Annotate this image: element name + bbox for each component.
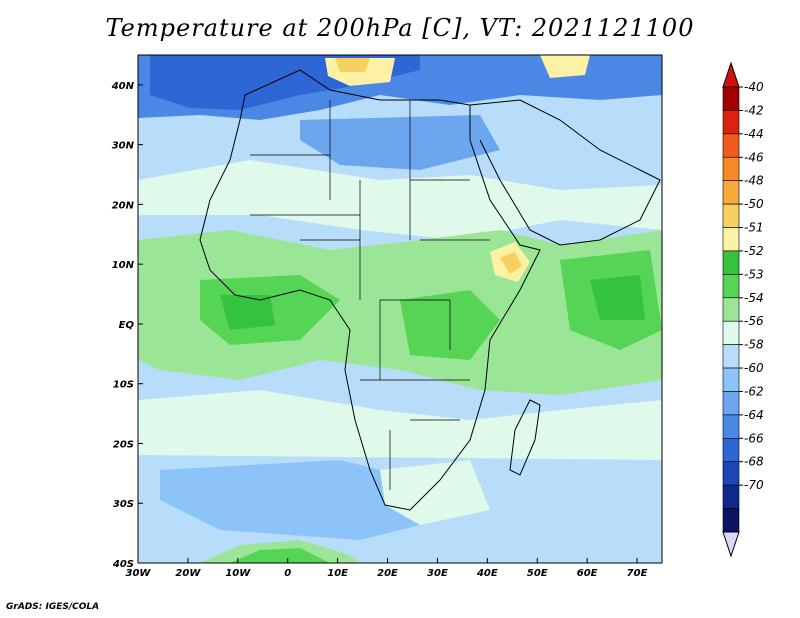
- lon-tick-label: 70E: [627, 568, 648, 579]
- longitude-ticks: 30W 20W 10W 0 10E 20E 30E 40E 50E 60E 70E: [126, 558, 648, 579]
- colorbar-swatch: [722, 133, 740, 158]
- colorbar-swatch: [722, 461, 740, 486]
- colorbar-label: -66: [744, 431, 764, 445]
- colorbar-swatch: [722, 414, 740, 439]
- lat-tick-label: 40S: [112, 559, 134, 570]
- colorbar-label: -58: [744, 338, 764, 352]
- colorbar-swatch: [722, 86, 740, 111]
- lon-tick-label: 20E: [377, 568, 398, 579]
- colorbar-swatch: [722, 297, 740, 322]
- colorbar-swatch: [722, 508, 740, 533]
- lat-tick-label: 20S: [113, 439, 134, 450]
- coastline-madagascar: [509, 399, 541, 476]
- colorbar-swatch: [722, 367, 740, 392]
- colorbar-label: -64: [744, 408, 764, 422]
- colorbar-swatch: [722, 110, 740, 135]
- colorbar-swatch: [722, 156, 740, 181]
- colorbar-swatch: [722, 391, 740, 416]
- lat-tick-label: 30N: [112, 141, 135, 152]
- colorbar-label: -60: [744, 361, 764, 375]
- colorbar: -40 -42 -44 -46 -48 -50 -51 -52 -53 -54 -56 -58 -60 -…: [722, 61, 764, 558]
- band-minus-53: [138, 230, 662, 395]
- colorbar-label: -68: [744, 455, 764, 469]
- colorbar-label: -52: [744, 244, 764, 258]
- credit-text: GrADS: IGES/COLA: [6, 602, 100, 612]
- colorbar-label: -51: [744, 221, 764, 235]
- plot-area: [138, 55, 662, 563]
- colorbar-swatch: [722, 227, 740, 252]
- colorbar-swatch: [722, 250, 740, 275]
- lon-tick-label: 60E: [577, 568, 598, 579]
- colorbar-swatch: [722, 438, 740, 463]
- colorbar-swatch: [722, 180, 740, 205]
- colorbar-label: -56: [744, 314, 764, 328]
- colorbar-label: -50: [744, 197, 764, 211]
- colorbar-swatch: [722, 203, 740, 228]
- colorbar-bottom-arrow: [722, 531, 740, 558]
- band-minus-54: [138, 160, 662, 240]
- colorbar-label: -48: [744, 174, 764, 188]
- colorbar-top-arrow: [722, 61, 740, 88]
- lon-tick-label: 30E: [427, 568, 448, 579]
- colorbar-swatch: [722, 484, 740, 509]
- lat-tick-label: 20N: [112, 200, 135, 211]
- colorbar-label: -70: [744, 478, 764, 492]
- colorbar-swatch: [722, 320, 740, 345]
- colorbar-label: -46: [744, 150, 764, 164]
- lon-tick-label: 0: [284, 568, 291, 579]
- colorbar-swatch: [722, 274, 740, 299]
- colorbar-label: -40: [744, 80, 764, 94]
- lon-tick-label: 20W: [175, 568, 201, 579]
- lon-tick-label: 10W: [225, 568, 251, 579]
- lon-tick-label: 40E: [476, 568, 498, 579]
- colorbar-swatch: [722, 344, 740, 369]
- lon-tick-label: 10E: [327, 568, 348, 579]
- map-title: Temperature at 200hPa [C], VT: 202112110…: [105, 14, 695, 42]
- colorbar-label: -44: [744, 127, 764, 141]
- lon-tick-label: 50E: [527, 568, 548, 579]
- colorbar-label: -53: [744, 267, 764, 281]
- plot-frame: [137, 54, 663, 564]
- lat-tick-label: 40N: [111, 81, 135, 92]
- colorbar-label: -62: [744, 384, 764, 398]
- country-borders: [250, 100, 490, 490]
- lat-tick-label: 10S: [113, 380, 134, 391]
- latitude-ticks: 40N 30N 20N 10N EQ 10S 20S 30S 40S: [111, 81, 143, 570]
- lat-tick-label: 30S: [113, 499, 134, 510]
- lon-tick-label: 30W: [126, 568, 152, 579]
- lat-tick-label: 10N: [112, 260, 135, 271]
- coastline-arabia: [469, 99, 661, 246]
- lat-tick-label: EQ: [119, 320, 135, 331]
- colorbar-label: -42: [744, 103, 764, 117]
- colorbar-label: -54: [744, 291, 764, 305]
